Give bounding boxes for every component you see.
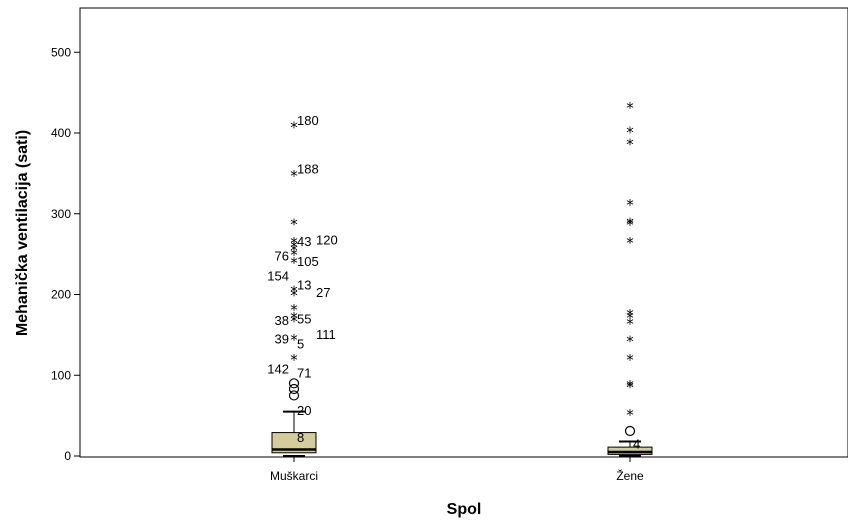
outlier-circle — [624, 425, 636, 437]
extreme-star: * — [290, 167, 298, 185]
box-group: ***************4 — [607, 99, 653, 457]
iqr-box — [271, 432, 317, 454]
extreme-star: * — [626, 306, 634, 324]
outlier-circle — [288, 383, 300, 395]
y-tick-label: 400 — [51, 126, 71, 140]
case-label: 20 — [297, 403, 311, 418]
extreme-star: * — [290, 301, 298, 319]
extreme-star: * — [626, 216, 634, 234]
extreme-star: * — [290, 246, 298, 264]
case-label: 188 — [297, 161, 319, 176]
x-axis-title: Spol — [447, 501, 482, 518]
y-tick-label: 500 — [51, 45, 71, 59]
extreme-star: * — [626, 135, 634, 153]
extreme-star: * — [290, 351, 298, 369]
x-axis: Muškarci Žene — [270, 456, 644, 483]
case-label: 38 — [275, 313, 289, 328]
y-axis: 0 100 200 300 400 500 — [51, 45, 80, 463]
extreme-star: * — [290, 238, 298, 256]
case-label: 142 — [267, 362, 289, 377]
extreme-star: * — [290, 282, 298, 300]
extreme-star: * — [626, 196, 634, 214]
extreme-star: * — [290, 254, 298, 272]
extreme-star: * — [290, 234, 298, 252]
extreme-star: * — [290, 312, 298, 330]
extreme-star: * — [626, 315, 634, 333]
plot-area — [79, 7, 848, 458]
extreme-star: * — [626, 377, 634, 395]
case-label: 76 — [275, 249, 289, 264]
y-axis-title: Mehanička ventilacija (sati) — [14, 130, 31, 336]
case-label: 105 — [297, 254, 319, 269]
extreme-star: * — [290, 331, 298, 349]
case-label: 4 — [633, 437, 640, 452]
x-tick-label: Muškarci — [270, 469, 318, 483]
case-label: 111 — [316, 327, 336, 342]
case-label: 8 — [297, 430, 304, 445]
extreme-star: * — [290, 287, 298, 305]
outlier-circle — [288, 378, 300, 389]
y-tick-label: 300 — [51, 207, 71, 221]
case-label: 5 — [297, 337, 304, 352]
extreme-star: * — [626, 351, 634, 369]
extreme-star: * — [626, 333, 634, 351]
case-label: 180 — [297, 113, 319, 128]
case-label: 43 — [297, 234, 311, 249]
case-label: 39 — [275, 332, 289, 347]
case-label: 13 — [297, 278, 311, 293]
case-label: 27 — [316, 285, 330, 300]
extreme-star: * — [290, 309, 298, 327]
extreme-star: * — [626, 379, 634, 397]
extreme-star: * — [626, 123, 634, 141]
extreme-star: * — [290, 241, 298, 259]
extreme-star: * — [290, 119, 298, 137]
extreme-star: * — [626, 309, 634, 327]
extreme-star: * — [626, 234, 634, 252]
x-tick-label: Žene — [616, 468, 644, 483]
y-tick-label: 200 — [51, 288, 71, 302]
case-label: 154 — [267, 269, 289, 284]
case-label: 71 — [297, 366, 311, 381]
extreme-star: * — [290, 215, 298, 233]
extreme-star: * — [626, 215, 634, 233]
y-tick-label: 0 — [64, 449, 71, 463]
case-label: 55 — [297, 312, 311, 327]
case-label: 120 — [316, 232, 338, 247]
extreme-star: * — [626, 406, 634, 424]
outlier-circle — [288, 390, 300, 401]
extreme-star: * — [626, 99, 634, 117]
y-tick-label: 100 — [51, 368, 71, 382]
